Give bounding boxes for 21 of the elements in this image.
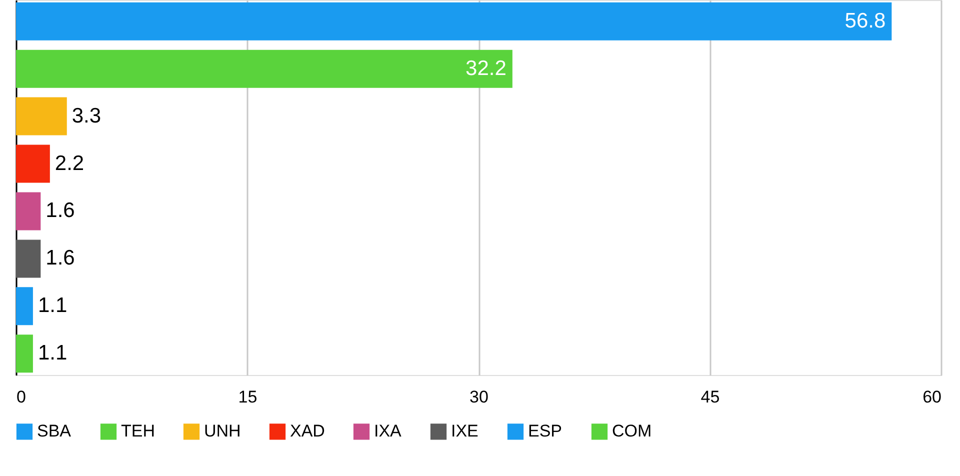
- legend-label: SBA: [37, 422, 72, 441]
- x-tick-label: 30: [470, 388, 488, 406]
- legend-label: UNH: [204, 422, 241, 441]
- legend-label: COM: [612, 422, 652, 441]
- data-label: 3.3: [72, 104, 102, 128]
- x-tick-label: 60: [922, 388, 942, 406]
- x-tick-label: 0: [16, 388, 26, 406]
- data-label: 1.6: [46, 246, 75, 270]
- legend-label: ESP: [528, 422, 562, 441]
- data-label: 1.1: [38, 294, 68, 318]
- legend-label: IXA: [374, 422, 402, 441]
- data-label: 32.2: [466, 56, 506, 80]
- legend-label: XAD: [290, 422, 325, 441]
- legend-label: TEH: [121, 422, 155, 441]
- data-label: 1.1: [38, 342, 68, 365]
- legend-label: IXE: [451, 422, 478, 441]
- data-label: 56.8: [844, 9, 886, 32]
- x-tick-label: 45: [700, 388, 720, 406]
- data-label: 2.2: [54, 152, 84, 175]
- x-tick-label: 15: [238, 388, 258, 406]
- data-label: 1.6: [46, 199, 75, 222]
